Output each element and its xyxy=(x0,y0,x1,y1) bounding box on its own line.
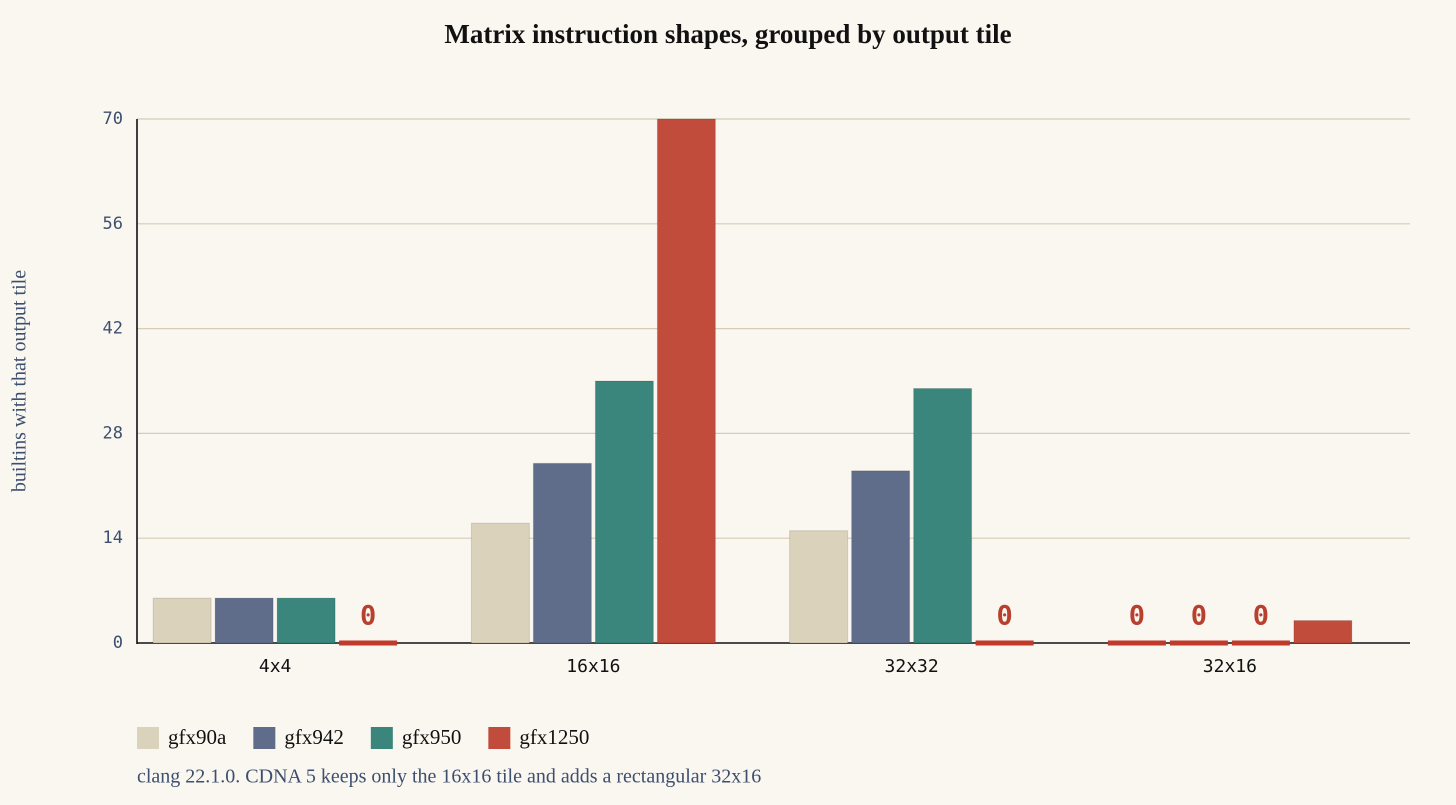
bar xyxy=(276,597,336,644)
value-label: 0 xyxy=(1191,601,1207,632)
zero-bar xyxy=(1231,640,1290,646)
bar xyxy=(152,597,212,644)
bar xyxy=(594,380,654,644)
bar xyxy=(851,470,911,644)
legend-label: gfx90a xyxy=(168,725,227,749)
caption: clang 22.1.0. CDNA 5 keeps only the 16x1… xyxy=(137,766,761,788)
bar xyxy=(789,530,849,644)
x-tick-label: 4x4 xyxy=(259,656,292,677)
value-label: 0 xyxy=(1253,601,1269,632)
bar xyxy=(1293,620,1353,644)
zero-bar xyxy=(1169,640,1228,646)
value-label: 0 xyxy=(996,601,1012,632)
legend-label: gfx942 xyxy=(284,725,344,749)
bar xyxy=(470,522,530,644)
legend-swatch xyxy=(370,727,393,749)
y-tick-label: 56 xyxy=(103,214,123,234)
x-tick-label: 32x16 xyxy=(1203,656,1257,677)
legend-swatch xyxy=(137,727,159,749)
legend-swatch xyxy=(488,727,511,749)
bar xyxy=(656,118,716,644)
bar xyxy=(532,462,592,644)
y-tick-label: 14 xyxy=(103,528,123,548)
zero-bar xyxy=(339,640,398,646)
bar xyxy=(913,387,973,644)
legend-swatch xyxy=(253,727,276,749)
bar xyxy=(214,597,274,644)
chart-title: Matrix instruction shapes, grouped by ou… xyxy=(444,19,1011,49)
y-tick-label: 70 xyxy=(103,109,123,129)
y-axis-label: builtins with that output tile xyxy=(9,270,31,492)
legend-label: gfx950 xyxy=(402,725,462,749)
zero-bar xyxy=(1107,640,1166,646)
value-label: 0 xyxy=(360,601,376,632)
x-tick-label: 16x16 xyxy=(566,656,620,677)
x-tick-label: 32x32 xyxy=(885,656,939,677)
y-tick-label: 0 xyxy=(113,633,123,653)
legend-label: gfx1250 xyxy=(519,725,589,749)
value-label: 0 xyxy=(1129,601,1145,632)
y-tick-label: 42 xyxy=(103,319,123,339)
y-tick-label: 28 xyxy=(103,423,123,443)
zero-bar xyxy=(975,640,1034,646)
